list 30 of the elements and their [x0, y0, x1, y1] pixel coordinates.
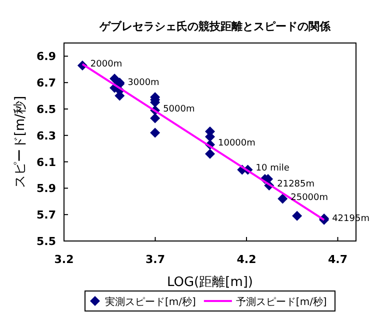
- y-tick-label: 6.7: [36, 76, 56, 90]
- x-tick-label: 4.7: [328, 253, 348, 266]
- y-tick-label: 5.5: [36, 235, 56, 248]
- y-tick-label: 5.7: [36, 208, 56, 222]
- point: [292, 210, 302, 221]
- annotation: 21285m: [277, 180, 315, 190]
- x-tick-label: 3.2: [54, 253, 74, 266]
- x-tick-label: 4.2: [236, 253, 256, 266]
- annotation: 3000m: [128, 78, 160, 88]
- annotation: 25000m: [290, 192, 328, 203]
- point: [150, 113, 160, 124]
- y-tick-label: 6.3: [36, 129, 56, 142]
- x-axis-title: LOG(距離[m]): [166, 275, 254, 290]
- point: [110, 74, 120, 84]
- legend-label: 実測スピード[m/秒]: [105, 296, 196, 308]
- y-tick-label: 6.9: [36, 50, 56, 64]
- annotation: 5000m: [163, 104, 195, 114]
- y-tick-label: 6.1: [36, 156, 56, 169]
- annotation: 10000m: [218, 138, 256, 149]
- legend-label: 予測スピード[m/秒]: [236, 296, 327, 308]
- annotation: 2000m: [90, 59, 122, 70]
- point: [205, 148, 215, 159]
- point: [150, 128, 160, 138]
- annotation: 10 mile: [256, 164, 290, 174]
- chart-title: ゲブレセラシェ氏の競技距離とスピードの関係: [98, 20, 332, 33]
- y-axis-title: スピード[m/秒]: [13, 96, 28, 188]
- y-tick-label: 6.5: [36, 103, 56, 116]
- y-tick-label: 5.9: [36, 182, 56, 196]
- x-tick-label: 3.7: [146, 253, 165, 266]
- point: [278, 194, 288, 204]
